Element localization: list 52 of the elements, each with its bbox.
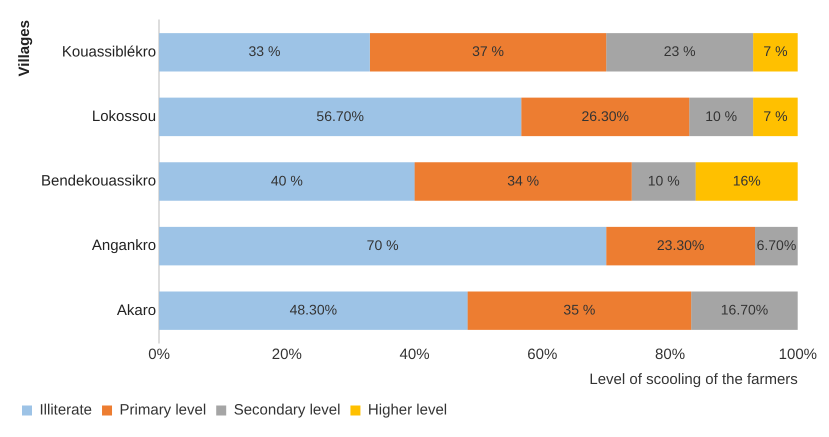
bar (753, 98, 798, 136)
bar (632, 162, 696, 201)
data-label: 48.30% (290, 302, 338, 318)
data-label: 56.70% (316, 108, 364, 124)
legend-label: Primary level (120, 402, 206, 419)
bar (159, 226, 606, 266)
bar (606, 33, 754, 72)
bar (606, 226, 756, 266)
bar (468, 291, 692, 330)
bar (521, 98, 690, 136)
bar (689, 98, 754, 136)
x-tick-label: 80% (655, 346, 686, 364)
data-label: 10 % (648, 172, 680, 188)
bar (753, 33, 798, 72)
y-tick-label: Angankro (92, 237, 156, 254)
data-label: 23.30% (656, 236, 704, 253)
bar (159, 33, 370, 72)
bar (414, 162, 632, 201)
data-label: 16.70% (720, 302, 768, 318)
bar (370, 33, 606, 72)
data-label: 7 % (763, 43, 788, 60)
y-tick-label: Akaro (116, 302, 156, 319)
y-tick-label: Kouassiblékro (62, 43, 156, 60)
data-label: 33 % (248, 43, 280, 60)
x-axis-title: Level of scooling of the farmers (589, 371, 798, 388)
legend-label: Illiterate (40, 402, 92, 419)
data-label: 34 % (507, 172, 540, 188)
data-label: 23 % (664, 43, 696, 60)
x-tick-label: 40% (400, 346, 430, 364)
data-label: 6.70% (756, 236, 796, 253)
y-tick-label: Lokossou (92, 108, 156, 126)
y-axis-title: Villages (16, 20, 34, 76)
data-label: 40 % (270, 172, 303, 188)
data-label: 10 % (705, 108, 738, 124)
bar (159, 291, 468, 330)
x-tick-label: 0% (148, 346, 170, 364)
bar (159, 98, 522, 136)
x-tick-label: 20% (272, 346, 302, 364)
data-label: 26.30% (581, 108, 629, 124)
legend-label: Higher level (368, 402, 448, 419)
data-label: 37 % (472, 43, 504, 60)
bar (696, 162, 798, 201)
bar (691, 291, 798, 330)
x-tick-label: 60% (527, 346, 558, 364)
x-tick-label: 100% (778, 346, 818, 364)
legend-label: Secondary level (234, 402, 340, 419)
data-label: 7 % (763, 108, 788, 124)
data-label: 70 % (366, 236, 399, 253)
y-tick-label: Bendekouassikro (40, 172, 156, 190)
bar (159, 162, 415, 201)
data-label: 16% (732, 172, 761, 188)
data-label: 35 % (563, 302, 596, 318)
